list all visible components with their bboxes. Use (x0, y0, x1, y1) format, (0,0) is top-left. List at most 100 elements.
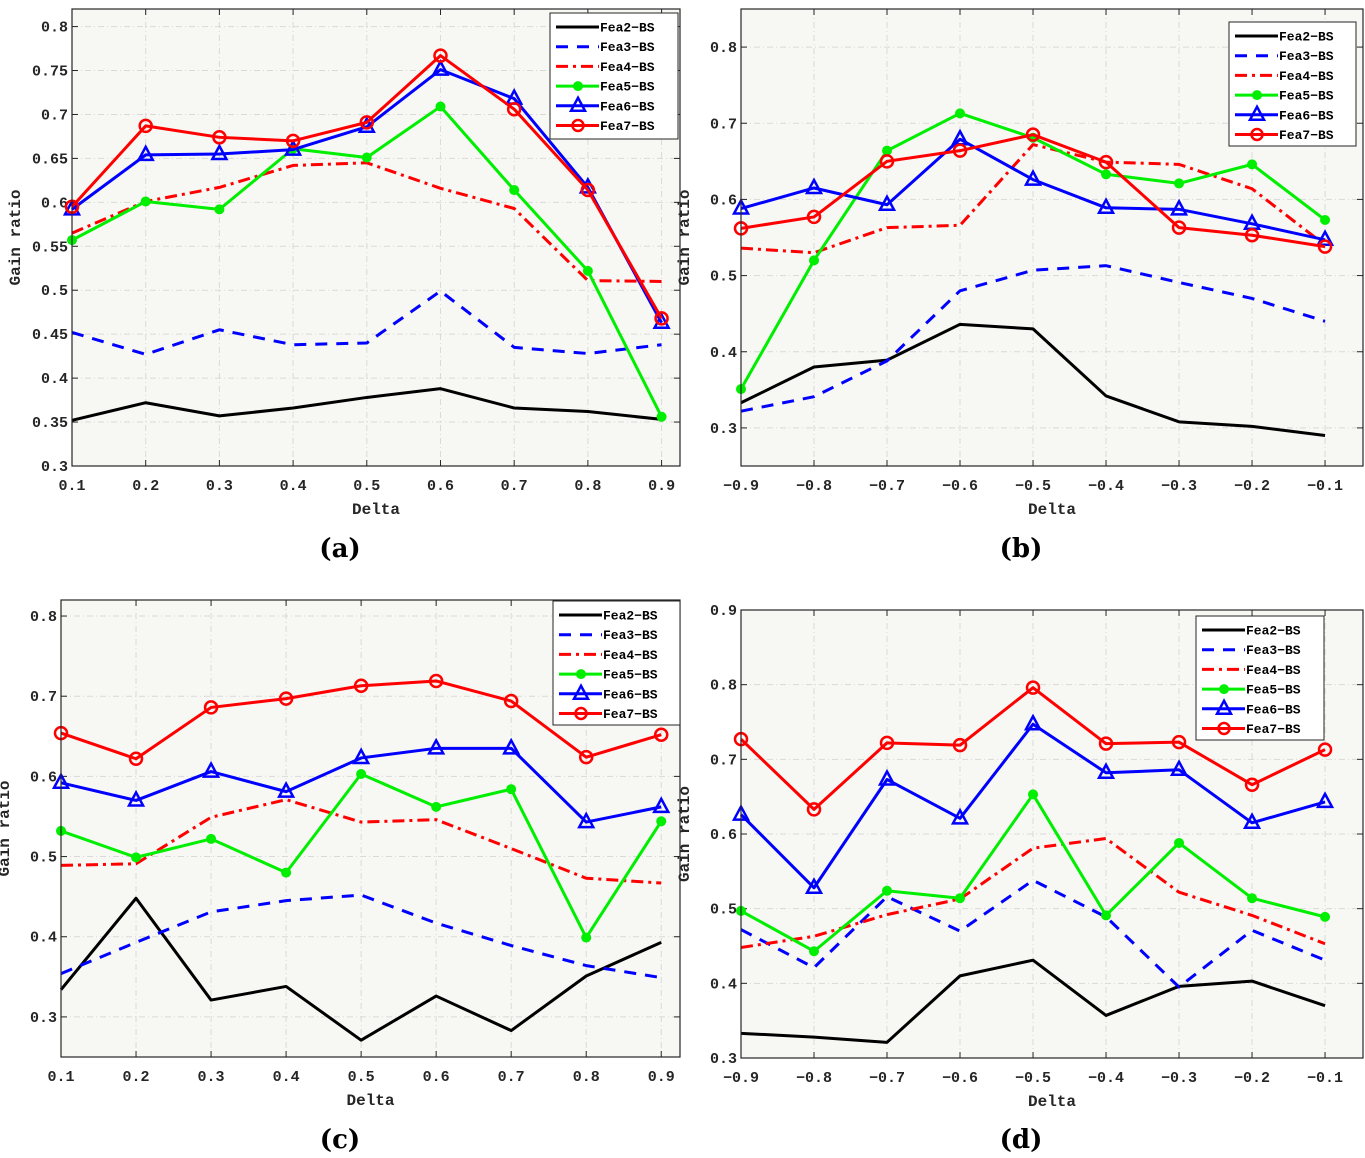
legend-item: Fea4−BS (1202, 663, 1301, 678)
legend-item: Fea4−BS (1235, 69, 1334, 84)
legend-label: Fea6−BS (603, 687, 658, 702)
y-tick-label: 0.8 (41, 20, 68, 37)
x-tick-label: 0.9 (648, 478, 675, 495)
data-point-fea5-bs (1101, 910, 1112, 921)
chart-panel-b: −0.9 −0.8 −0.7 −0.6 −0.5 −0.4 −0.3 −0.2 −0.1 0.3 0… (676, 8, 1364, 519)
y-tick-label: 0.5 (710, 902, 737, 919)
data-point-fea6-bs (126, 789, 146, 807)
legend-item: Fea7−BS (556, 118, 655, 134)
legend-item: Fea2−BS (556, 21, 655, 36)
y-tick-label: 0.7 (30, 689, 57, 706)
chart-panel-d: −0.9 −0.8 −0.7 −0.6 −0.5 −0.4 −0.3 −0.2 −0.1 0.3 0… (676, 603, 1364, 1111)
x-tick-label: −0.3 (1161, 478, 1197, 495)
y-tick-label: 0.6 (710, 827, 737, 844)
legend-label: Fea2−BS (1246, 624, 1301, 639)
data-point-fea6-bs (1169, 198, 1189, 216)
y-tick-label: 0.55 (32, 239, 68, 256)
chart-panel-c: 0.1 0.2 0.3 0.4 0.5 0.6 0.7 0.8 0.9 0.3 0.4 0.5 0.6 0… (0, 599, 681, 1110)
legend: Fea2−BS Fea3−BS Fea4−BS Fea5−BS Fea6−BS Fea7−… (1195, 615, 1325, 741)
legend-item: Fea2−BS (1202, 624, 1301, 639)
data-point-fea7-bs (806, 209, 822, 225)
data-point-fea5-bs (809, 255, 820, 266)
x-tick-label: −0.4 (1088, 478, 1124, 495)
legend-item: Fea7−BS (1202, 721, 1301, 737)
data-point-fea5-bs (140, 196, 151, 207)
legend-label: Fea4−BS (1246, 663, 1301, 678)
legend-item: Fea6−BS (1202, 698, 1301, 717)
legend-label: Fea6−BS (1246, 702, 1301, 717)
data-point-fea5-bs (656, 816, 667, 827)
y-tick-label: 0.75 (32, 64, 68, 81)
series-line-fea4-bs (71, 161, 662, 283)
caption-c: (c) (320, 1125, 360, 1155)
y-tick-label: 0.4 (710, 976, 737, 993)
axes-box (740, 609, 1364, 1059)
data-point-fea5-bs (214, 204, 225, 215)
data-point-fea7-bs (1317, 239, 1333, 254)
data-point-fea5-bs (509, 185, 520, 196)
series-line-fea7-bs (739, 686, 1326, 811)
legend-item: Fea3−BS (1202, 643, 1301, 658)
y-tick-label: 0.8 (710, 40, 737, 57)
legend: Fea2−BS Fea3−BS Fea4−BS Fea5−BS Fea6−BS Fea7−… (549, 12, 679, 140)
legend-label: Fea7−BS (600, 119, 655, 134)
data-point-fea5-bs (506, 784, 517, 795)
x-tick-label: −0.6 (942, 478, 978, 495)
data-point-fea6-bs (652, 312, 671, 329)
data-point-fea5-bs (882, 145, 893, 156)
y-tick-label: 0.5 (41, 283, 68, 300)
data-point-fea5-bs (656, 411, 667, 422)
legend-item: Fea6−BS (559, 683, 658, 702)
legend-marker (1219, 684, 1229, 695)
legend-box (1195, 615, 1325, 741)
data-point-fea6-bs (1315, 229, 1335, 247)
x-axis-label: Delta (346, 1092, 394, 1110)
legend: Fea2−BS Fea3−BS Fea4−BS Fea5−BS Fea6−BS Fea7−… (552, 600, 681, 726)
legend-item: Fea3−BS (559, 628, 658, 643)
data-point-fea7-bs (506, 101, 522, 117)
series-line-fea4-bs (740, 836, 1326, 949)
data-point-fea6-bs (357, 116, 376, 134)
data-point-fea7-bs (138, 118, 153, 134)
data-point-fea6-bs (877, 194, 897, 211)
series-line-fea2-bs (740, 322, 1326, 438)
y-tick-label: 0.35 (32, 415, 68, 432)
legend-marker (568, 95, 588, 113)
x-tick-label: 0.1 (47, 1069, 74, 1086)
x-tick-label: 0.4 (280, 478, 307, 495)
series-line-fea6-bs (740, 137, 1326, 242)
x-tick-label: −0.8 (796, 478, 832, 495)
data-point-fea7-bs (1025, 680, 1041, 695)
data-point-fea6-bs (877, 768, 897, 786)
series-line-fea7-bs (740, 133, 1326, 249)
axes-box (71, 8, 681, 467)
y-tick-label: 0.8 (710, 678, 737, 695)
x-tick-label: −0.9 (723, 478, 759, 495)
data-point-fea7-bs (503, 693, 519, 709)
data-point-fea6-bs (427, 737, 446, 755)
legend-label: Fea3−BS (1246, 643, 1301, 658)
legend-item: Fea2−BS (1235, 30, 1334, 45)
data-point-fea6-bs (201, 760, 221, 778)
data-point-fea7-bs (952, 737, 968, 753)
data-point-fea5-bs (206, 833, 217, 844)
data-point-fea5-bs (1247, 893, 1258, 904)
legend-label: Fea5−BS (600, 80, 655, 95)
data-point-fea6-bs (283, 138, 303, 156)
legend-label: Fea5−BS (1246, 683, 1301, 698)
x-tick-label: −0.5 (1015, 478, 1051, 495)
data-point-fea6-bs (1315, 791, 1335, 809)
y-axis-label: Gain ratio (676, 786, 694, 882)
legend-item: Fea7−BS (559, 706, 658, 722)
data-point-fea7-bs (285, 133, 301, 149)
legend-label: Fea6−BS (600, 99, 655, 114)
data-point-fea6-bs (136, 144, 155, 162)
x-tick-label: 0.5 (348, 1069, 375, 1086)
x-tick-label: 0.7 (498, 1069, 525, 1086)
x-tick-label: −0.1 (1307, 1070, 1343, 1087)
x-tick-label: −0.9 (723, 1070, 759, 1087)
legend-label: Fea7−BS (1279, 128, 1334, 143)
y-tick-label: 0.3 (710, 421, 737, 438)
y-axis-label: Gain ratio (7, 189, 25, 285)
x-tick-label: 0.4 (273, 1069, 300, 1086)
